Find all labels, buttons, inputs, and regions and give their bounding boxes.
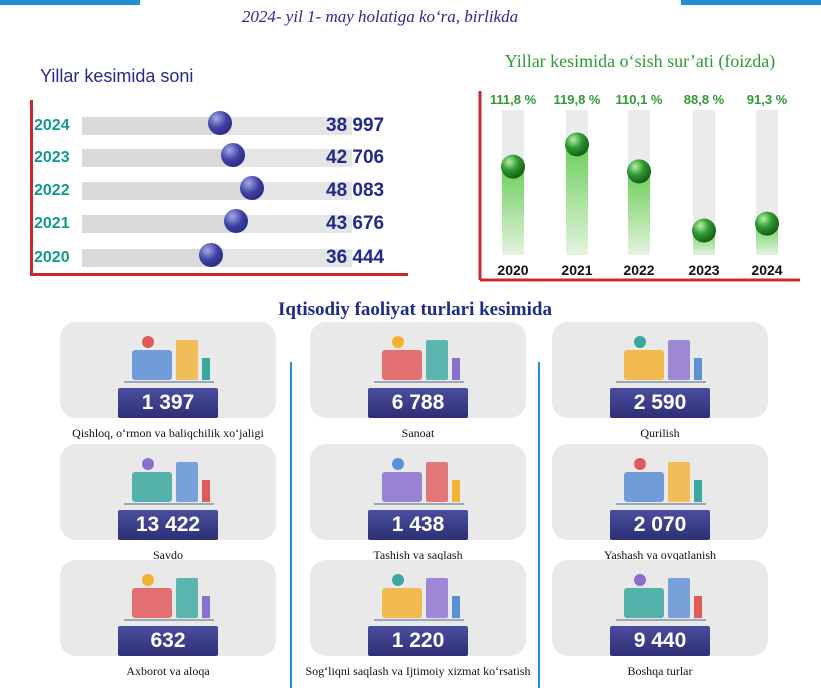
category-label: Qishloq, o‘rmon va baliqchilik xo‘jaligi: [72, 426, 264, 440]
bar-category-label: 2022: [34, 182, 70, 199]
category-label: Sog‘liqni saqlash va Ijtimoiy xizmat ko‘…: [305, 664, 531, 678]
category-card: 2 070 Yashash va ovqatlanish: [552, 444, 768, 562]
bar-value-label: 43 676: [326, 213, 385, 234]
bar-category-label: 2023: [34, 149, 70, 166]
food-service-icon: [610, 452, 710, 514]
category-label: Boshqa turlar: [627, 664, 693, 678]
x-tick-label: 2023: [688, 262, 719, 278]
column-divider: [538, 362, 540, 688]
bar-value-label: 88,8 %: [684, 92, 725, 107]
bar-value-label: 111,8 %: [490, 92, 537, 107]
construction-icon: [610, 330, 710, 392]
section-title: Iqtisodiy faoliyat turlari kesimida: [278, 299, 552, 320]
category-card: 632 Axborot va aloqa: [60, 560, 276, 678]
category-value: 632: [118, 626, 218, 656]
bar-end-marker: [565, 132, 589, 157]
growth-chart: 111,8 % 2020 119,8 % 2021 110,1 % 2022 88,8 % 2…: [478, 91, 800, 282]
category-value: 2 590: [610, 388, 710, 418]
category-label: Tashish va saqlash: [373, 548, 463, 562]
bar: [566, 144, 588, 255]
category-card: 1 438 Tashish va saqlash: [310, 444, 526, 562]
category-label: Qurilish: [640, 426, 680, 440]
growth-chart-title: Yillar kesimida o‘sish sur’ati (foizda): [504, 51, 776, 71]
other-icon: [610, 568, 710, 630]
bar-track: [82, 149, 352, 167]
category-card: 1 397 Qishloq, o‘rmon va baliqchilik xo‘j…: [60, 322, 276, 440]
bar-end-marker: [240, 176, 264, 200]
bar: [82, 215, 236, 233]
bar-row-2024: 2024 38 997: [34, 111, 404, 138]
bar-row-2023: 2023 42 706: [34, 143, 404, 170]
category-value: 6 788: [368, 388, 468, 418]
bar-row-2020: 2020 36 444: [34, 243, 404, 270]
bar-end-marker: [627, 159, 651, 184]
industry-icon: [368, 330, 468, 392]
x-tick-label: 2020: [497, 262, 528, 278]
category-label: Sanoat: [401, 426, 435, 440]
bar-end-marker: [755, 211, 779, 236]
category-value: 2 070: [610, 510, 710, 540]
page-subtitle: 2024- yil 1- may holatiga ko‘ra, birlikd…: [241, 7, 519, 26]
category-card: 6 788 Sanoat: [310, 322, 526, 440]
category-label: Savdo: [153, 548, 183, 562]
bar-category-label: 2024: [34, 117, 70, 134]
bar: [82, 182, 252, 200]
health-icon: [368, 568, 468, 630]
category-value: 1 220: [368, 626, 468, 656]
top-accent-bar-left: [0, 0, 140, 5]
bar-value-label: 91,3 %: [747, 92, 788, 107]
bar-end-marker: [208, 111, 232, 135]
x-tick-label: 2021: [561, 262, 592, 278]
bar: [82, 249, 211, 267]
bar: [82, 117, 220, 135]
bar-track: [82, 182, 352, 200]
it-icon: [118, 568, 218, 630]
category-card: 9 440 Boshqa turlar: [552, 560, 768, 678]
bar-row-2021: 2021 43 676: [34, 209, 404, 236]
category-label: Axborot va aloqa: [126, 664, 210, 678]
bar-value-label: 36 444: [326, 247, 385, 268]
category-value: 9 440: [610, 626, 710, 656]
bar-end-marker: [221, 143, 245, 167]
bar: [82, 149, 233, 167]
x-tick-label: 2024: [751, 262, 782, 278]
count-chart-title: Yillar kesimida soni: [40, 66, 194, 86]
top-accent-bar-right: [681, 0, 821, 5]
bar-end-marker: [692, 218, 716, 243]
agriculture-icon: [118, 330, 218, 392]
transport-icon: [368, 452, 468, 514]
bar-value-label: 42 706: [326, 147, 385, 168]
bar-value-label: 38 997: [326, 115, 385, 136]
bar-value-label: 119,8 %: [554, 92, 601, 107]
category-value: 13 422: [118, 510, 218, 540]
column-divider: [290, 362, 292, 688]
bar: [502, 166, 524, 255]
bar-category-label: 2020: [34, 249, 70, 266]
bar-category-label: 2021: [34, 215, 70, 232]
bar-track: [693, 110, 715, 255]
category-card: 13 422 Savdo: [60, 444, 276, 562]
category-value: 1 438: [368, 510, 468, 540]
category-value: 1 397: [118, 388, 218, 418]
bar-value-label: 48 083: [326, 180, 385, 201]
bar-track: [82, 215, 352, 233]
category-label: Yashash va ovqatlanish: [603, 548, 717, 562]
trade-icon: [118, 452, 218, 514]
x-tick-label: 2022: [623, 262, 654, 278]
bar-value-label: 110,1 %: [616, 92, 663, 107]
bar-end-marker: [199, 243, 223, 267]
count-chart-axes: [30, 100, 408, 276]
category-card: 1 220 Sog‘liqni saqlash va Ijtimoiy xizma…: [306, 560, 530, 678]
bar-end-marker: [501, 154, 525, 179]
bar-end-marker: [224, 209, 248, 233]
bar-row-2022: 2022 48 083: [34, 176, 404, 203]
category-card: 2 590 Qurilish: [552, 322, 768, 440]
bar: [628, 171, 650, 255]
